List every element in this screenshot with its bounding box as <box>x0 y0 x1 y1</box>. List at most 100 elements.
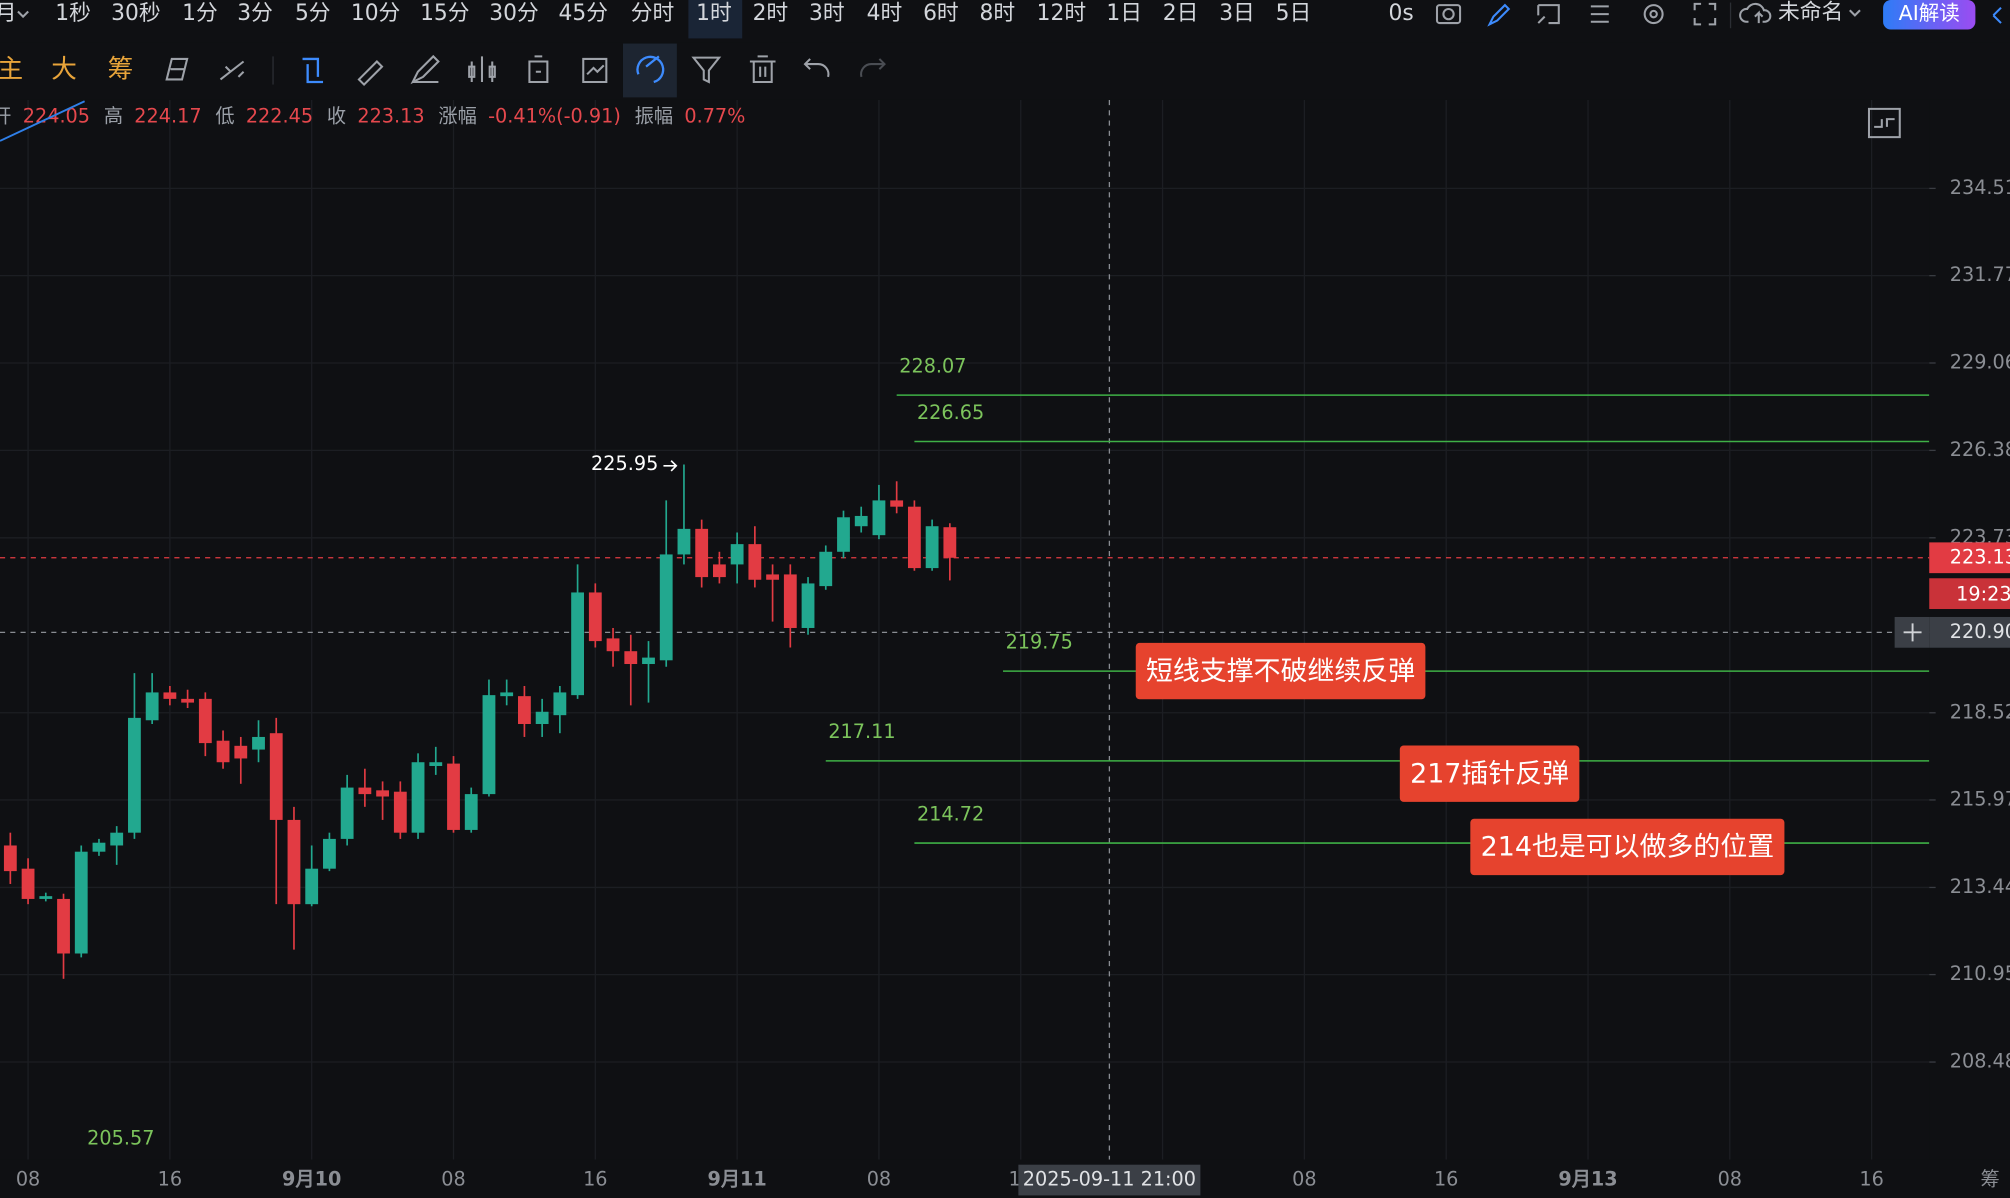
candle-body <box>677 528 691 555</box>
crosshair-x-box <box>1018 1164 1201 1196</box>
candle-body <box>518 696 531 725</box>
dropdown-icon[interactable] <box>17 10 29 19</box>
settings-core <box>1649 9 1658 19</box>
period-button[interactable]: 1日 <box>1106 1 1142 26</box>
brush-icon[interactable] <box>410 54 440 85</box>
period-button[interactable]: 1分 <box>182 1 218 26</box>
ai-label[interactable]: AI解读 <box>1899 1 1960 25</box>
period-button[interactable]: 4时 <box>867 1 903 26</box>
candle-body <box>92 842 106 852</box>
x-tick-label: 9月13 <box>1558 1168 1617 1191</box>
level-label: 217.11 <box>828 720 895 743</box>
candle-body <box>553 692 567 716</box>
period-button[interactable]: 2时 <box>753 1 789 26</box>
header-value: -0.41%(-0.91) <box>488 104 621 127</box>
period-button[interactable]: 8时 <box>979 1 1015 26</box>
list-icon[interactable] <box>1590 5 1609 23</box>
period-button[interactable]: 1秒 <box>55 1 91 26</box>
latency: 0s <box>1388 1 1413 26</box>
candle-body <box>730 544 744 565</box>
indicator-button[interactable]: 筹 <box>108 54 134 84</box>
period-button[interactable]: 1时 <box>696 1 732 26</box>
period-button[interactable]: 3日 <box>1219 1 1255 26</box>
last-price-label: 223.13 <box>1950 545 2010 568</box>
candle-body <box>340 787 354 839</box>
pattern-icon[interactable] <box>468 56 496 83</box>
lock-icon[interactable] <box>528 55 549 84</box>
ohlc-header: 开 224.05 高 224.17 低 222.45 收 223.13 涨幅 -… <box>0 104 745 127</box>
share-icon[interactable] <box>1992 6 2002 24</box>
annotation-box <box>1135 642 1426 700</box>
candle-body <box>323 838 336 869</box>
indicator-button[interactable]: 大 <box>51 54 77 84</box>
candle-body <box>606 638 620 652</box>
candle-body <box>801 583 815 628</box>
candle-body <box>695 528 709 578</box>
ai-button[interactable] <box>1883 0 1976 30</box>
trend-line[interactable] <box>0 100 86 142</box>
candle-body <box>464 794 478 830</box>
trash-icon[interactable] <box>749 55 776 84</box>
period-button[interactable]: 5分 <box>295 1 331 26</box>
annotation: 短线支撑不破继续反弹 <box>1135 642 1426 700</box>
period-button[interactable]: 6时 <box>923 1 959 26</box>
restore-icon[interactable] <box>1867 107 1901 139</box>
edit-icon[interactable] <box>582 57 608 84</box>
header-value: 222.45 <box>246 104 313 127</box>
active-period-bg <box>688 0 743 39</box>
candle-body <box>925 526 939 569</box>
cloud-icon[interactable] <box>1739 2 1772 24</box>
candle-body <box>57 898 70 954</box>
header-label: 开 <box>0 104 12 127</box>
tool-icon[interactable] <box>302 57 324 84</box>
x-tick-label: 9月11 <box>707 1168 766 1191</box>
candle-body <box>393 791 407 833</box>
y-tick-label: 226.38 <box>1950 438 2010 461</box>
magnet-icon[interactable] <box>636 55 665 84</box>
period-button[interactable]: 3分 <box>237 1 273 26</box>
candle-body <box>642 657 655 665</box>
countdown-box <box>1929 578 2010 610</box>
cut-period[interactable]: 月 <box>0 1 17 26</box>
tool-icon[interactable] <box>165 57 189 81</box>
pen-icon[interactable] <box>1487 3 1511 27</box>
x-tick-label: 08 <box>441 1168 465 1191</box>
high-arrow <box>663 460 678 472</box>
period-button[interactable]: 5日 <box>1276 1 1312 26</box>
period-button[interactable]: 45分 <box>559 1 608 26</box>
tool-icon[interactable] <box>219 60 245 81</box>
fullscreen-icon[interactable] <box>1693 2 1717 26</box>
y-tick-label: 231.77 <box>1950 263 2010 286</box>
x-tick-label: 16 <box>1434 1168 1458 1191</box>
layout-icon[interactable] <box>1537 4 1560 25</box>
filter-icon[interactable] <box>691 56 722 84</box>
countdown: 19:23 <box>1956 582 2010 605</box>
file-name[interactable]: 未命名 <box>1778 0 1843 25</box>
period-button[interactable]: 30秒 <box>111 1 160 26</box>
ruler-icon[interactable] <box>357 60 384 87</box>
candle-body <box>748 544 762 580</box>
candle-body <box>39 896 53 899</box>
settings-icon[interactable] <box>1643 4 1664 25</box>
y-tick-label: 213.44 <box>1950 875 2010 898</box>
period-button[interactable]: 3时 <box>809 1 845 26</box>
candle-body <box>181 698 195 703</box>
undo-icon[interactable] <box>803 58 830 78</box>
x-tick-label: 16 <box>1859 1168 1883 1191</box>
period-button[interactable]: 2日 <box>1163 1 1199 26</box>
y-tick-label: 218.52 <box>1950 700 2010 723</box>
x-tick-label: 08 <box>1718 1168 1742 1191</box>
indicator-button[interactable]: 主 <box>0 54 23 84</box>
file-dropdown[interactable] <box>1849 9 1861 17</box>
high-marker: 225.95 <box>591 452 658 475</box>
period-button[interactable]: 30分 <box>489 1 538 26</box>
camera-icon[interactable] <box>1435 4 1462 25</box>
x-tick-label: 08 <box>1292 1168 1316 1191</box>
period-button[interactable]: 10分 <box>351 1 400 26</box>
period-button[interactable]: 分时 <box>631 1 675 26</box>
period-button[interactable]: 12时 <box>1037 1 1086 26</box>
header-value: 224.17 <box>134 104 201 127</box>
period-button[interactable]: 15分 <box>420 1 469 26</box>
